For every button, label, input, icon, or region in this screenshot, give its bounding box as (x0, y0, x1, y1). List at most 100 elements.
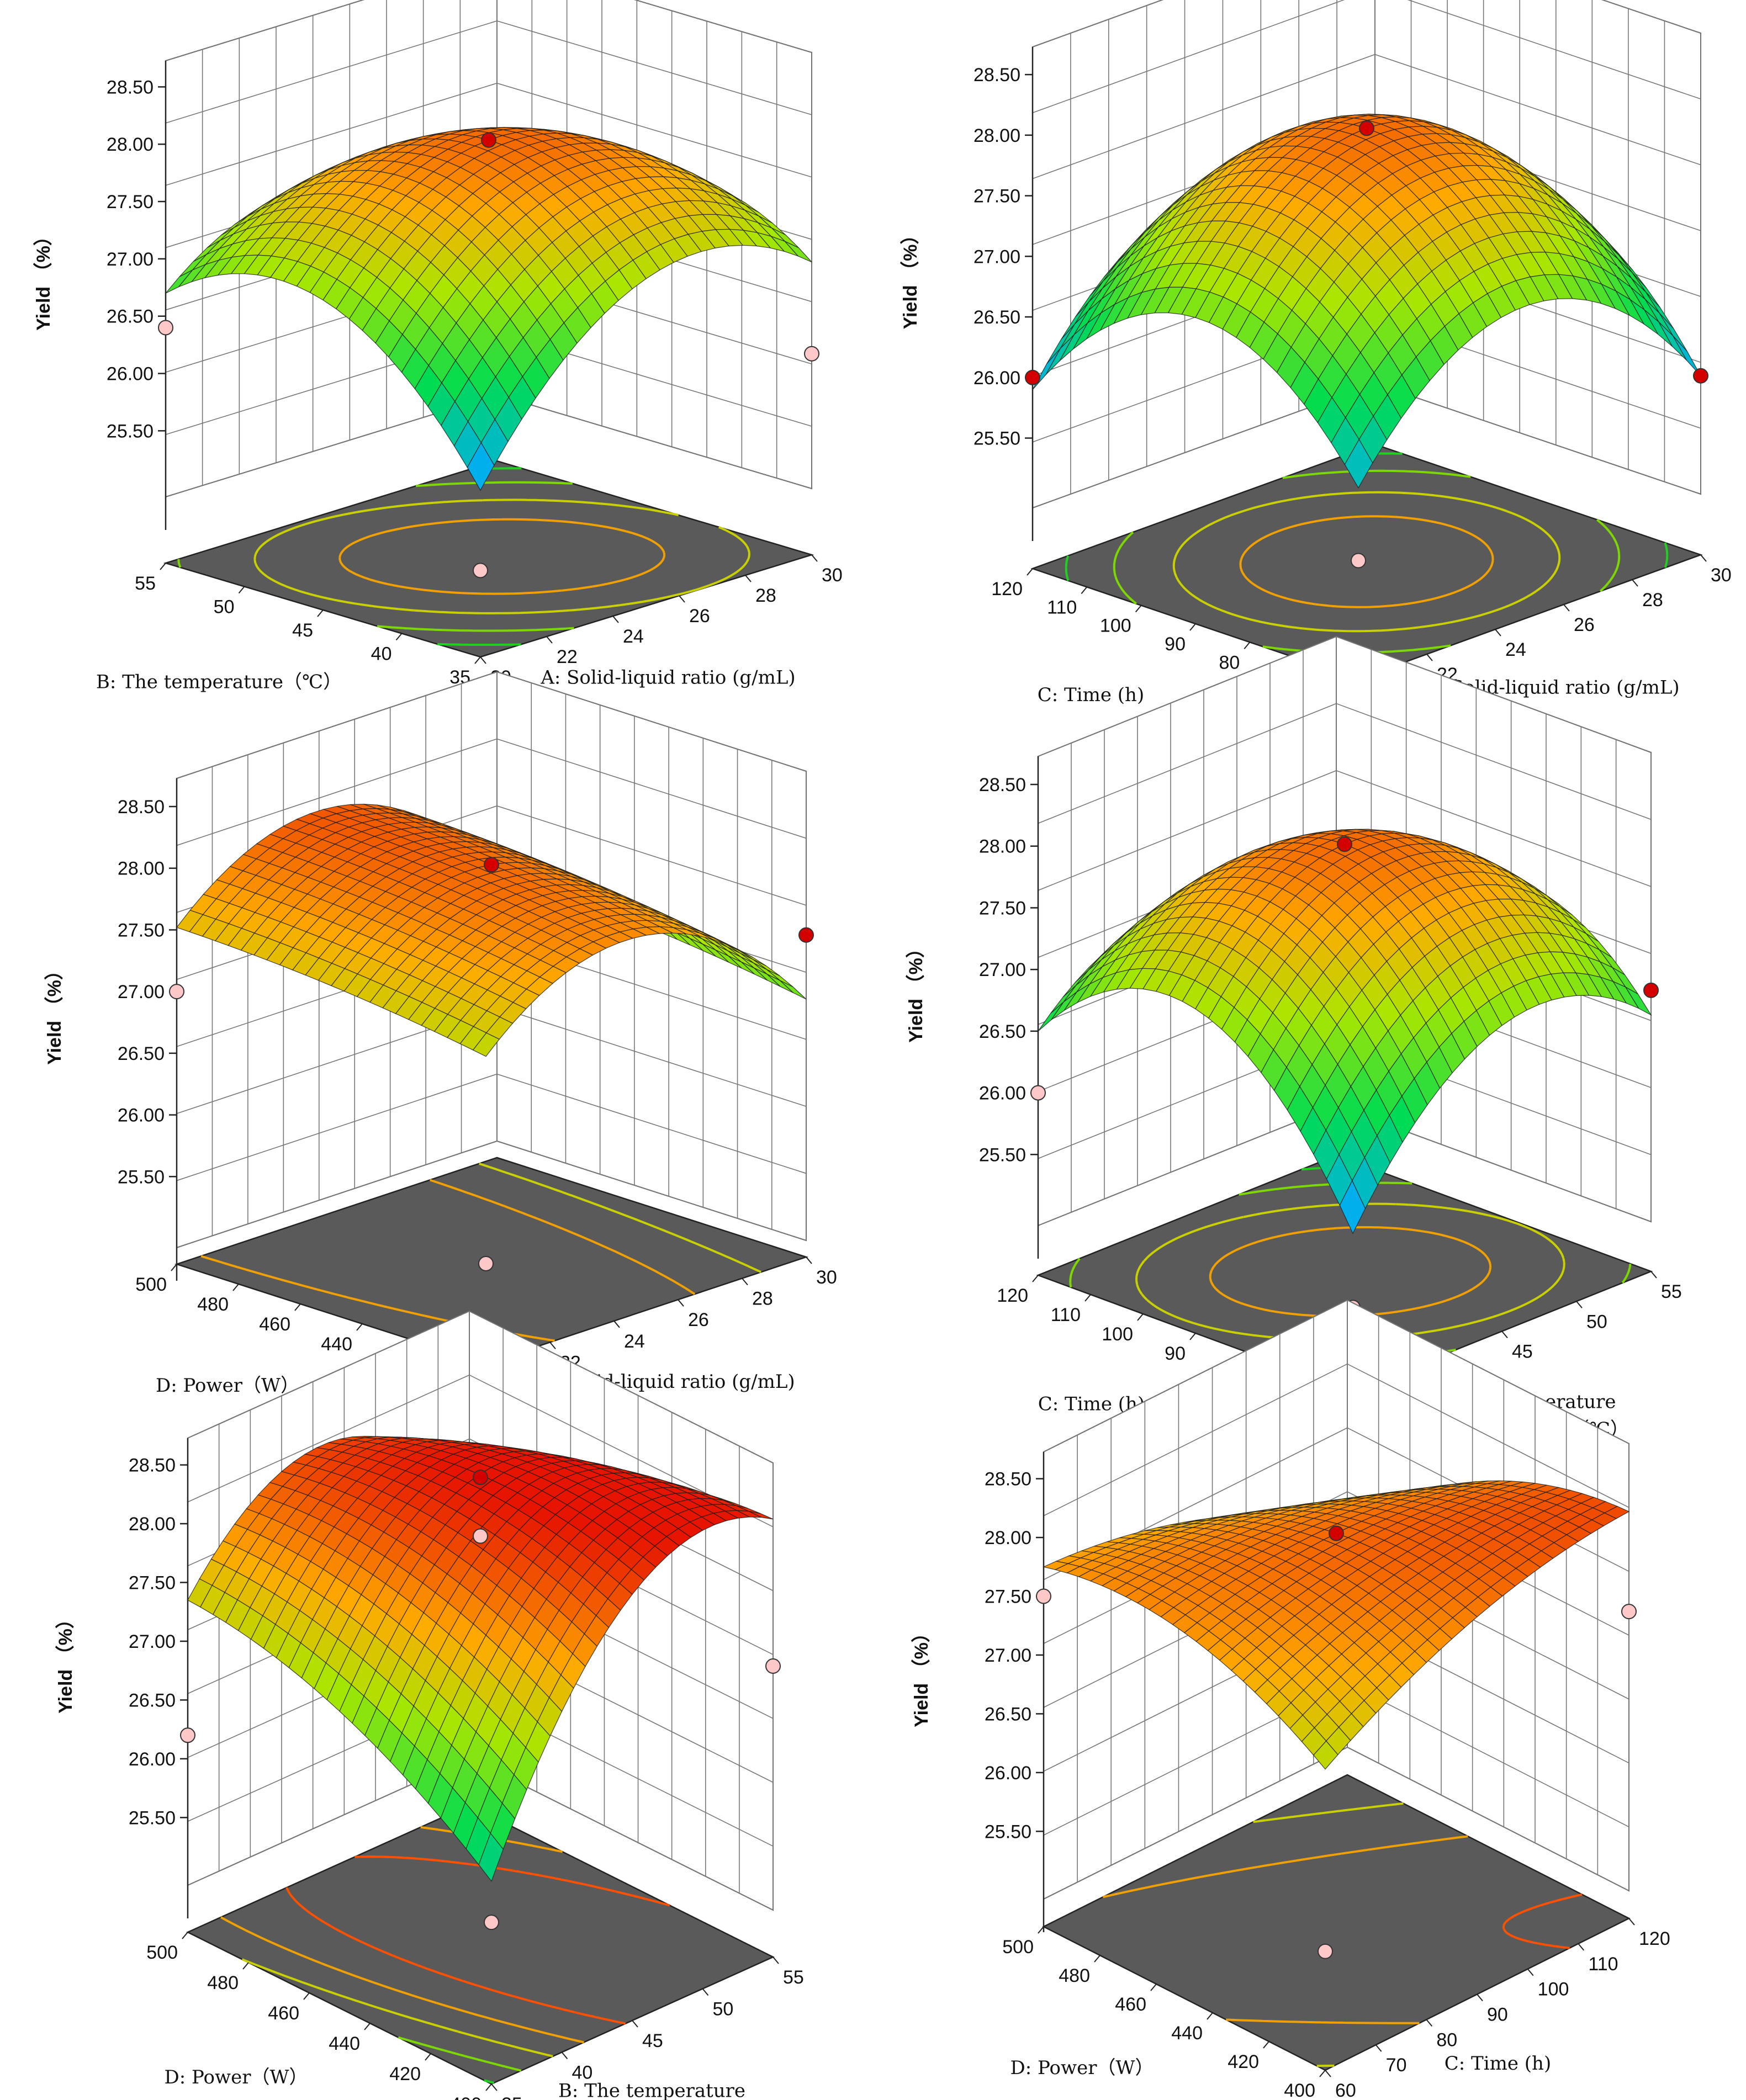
design-point (1318, 1943, 1333, 1959)
z-tick-mark (294, 1303, 301, 1311)
x-tick-mark (1700, 554, 1707, 562)
z-tick-mark (1244, 641, 1251, 649)
z-tick-mark (1263, 2041, 1269, 2049)
yield-tick-label: 28.50 (979, 775, 1026, 796)
z-tick-mark (395, 633, 403, 641)
x-tick-label: 60 (1335, 2080, 1356, 2100)
x-tick-mark (1650, 1271, 1657, 1279)
x-tick-mark (1527, 1969, 1534, 1976)
z-tick-label: 420 (389, 2064, 421, 2085)
z-tick-mark (171, 1264, 177, 1271)
yield-tick-label: 27.50 (118, 920, 165, 941)
yield-tick-label: 27.00 (118, 982, 165, 1003)
x-tick-mark (1632, 579, 1638, 587)
design-point (473, 1528, 488, 1544)
surface-patch (1339, 1180, 1366, 1234)
x-tick-mark (773, 1956, 779, 1964)
z-tick-mark (1027, 568, 1033, 576)
x-tick-mark (613, 1321, 620, 1328)
yield-tick-label: 26.00 (107, 364, 154, 385)
x-tick-mark (480, 656, 486, 664)
z-tick-label: 400 (450, 2094, 482, 2100)
x-tick-mark (1375, 2044, 1382, 2052)
z-axis-label: D: Power（W） (1010, 2057, 1154, 2079)
chart-panel-2: 25.50 26.00 26.50 27.00 27.50 28.00 28.50 Yield… (878, 0, 1746, 710)
x-tick-label: 28 (1642, 590, 1663, 611)
x-tick-label: 50 (713, 1999, 734, 2020)
z-tick-label: 460 (268, 2003, 299, 2024)
contour-line (398, 2036, 522, 2072)
contour-floor (163, 460, 814, 658)
z-tick-mark (1189, 623, 1196, 631)
z-tick-label: 100 (1102, 1324, 1133, 1345)
yield-axis-label: Yield （%） (900, 226, 921, 330)
contour-line (253, 499, 750, 614)
design-point (1030, 1085, 1046, 1101)
z-tick-mark (1084, 1294, 1091, 1302)
yield-tick-label: 26.50 (985, 1704, 1031, 1725)
design-point (1329, 1525, 1344, 1541)
yield-tick-label: 26.00 (973, 368, 1020, 389)
yield-tick-label: 27.00 (129, 1631, 176, 1652)
chart-svg-5: 25.50 26.00 26.50 27.00 27.50 28.00 28.50 Yield… (55, 1310, 804, 2100)
x-tick-label: 24 (1505, 639, 1526, 660)
design-point (1351, 553, 1366, 569)
yield-tick-label: 27.50 (107, 192, 154, 213)
contour-line (1172, 491, 1561, 633)
design-point (484, 857, 499, 873)
z-tick-mark (1319, 2070, 1326, 2077)
z-tick-label: 440 (329, 2033, 360, 2054)
yield-tick-label: 26.50 (979, 1021, 1026, 1042)
z-tick-mark (1150, 1984, 1157, 1991)
yield-tick-label: 25.50 (979, 1144, 1026, 1165)
response-surface (1043, 1480, 1630, 1770)
x-tick-label: 30 (816, 1267, 837, 1288)
x-tick-mark (1578, 1943, 1585, 1951)
yield-tick-label: 27.00 (985, 1645, 1031, 1666)
yield-tick-label: 27.00 (107, 249, 154, 270)
surface-patch (478, 1832, 504, 1882)
z-tick-mark (1038, 1926, 1044, 1934)
chart-svg-6: 25.50 26.00 26.50 27.00 27.50 28.00 28.50 Yield… (911, 1299, 1670, 2100)
contour-floor (1030, 443, 1703, 680)
yield-axis-label: Yield （%） (905, 939, 927, 1043)
yield-tick-label: 26.00 (129, 1749, 176, 1770)
z-axis-label: B: The temperature（℃） (96, 671, 342, 693)
design-point (478, 1255, 494, 1271)
z-axis-label: D: Power（W） (156, 1375, 299, 1397)
design-point (804, 346, 819, 362)
contour-line (1113, 469, 1621, 654)
x-tick-label: 55 (783, 1967, 804, 1988)
x-tick-label: 80 (1436, 2029, 1457, 2050)
design-point (1036, 1588, 1051, 1604)
z-tick-label: 80 (1219, 652, 1240, 673)
yield-tick-label: 28.00 (985, 1528, 1031, 1549)
surface-patch (1344, 438, 1373, 489)
x-tick-mark (549, 1341, 556, 1350)
chart-panel-6: 25.50 26.00 26.50 27.00 27.50 28.00 28.50 Yield… (878, 1299, 1746, 2100)
z-tick-label: 110 (1051, 1304, 1081, 1325)
yield-tick-label: 28.00 (129, 1514, 176, 1535)
z-tick-mark (1081, 586, 1088, 594)
yield-tick-label: 25.50 (129, 1807, 176, 1828)
z-tick-mark (356, 1323, 363, 1331)
z-tick-label: 50 (214, 597, 235, 618)
z-tick-mark (242, 1962, 249, 1970)
chart-svg-2: 25.50 26.00 26.50 27.00 27.50 28.00 28.50 Yield… (900, 0, 1732, 710)
yield-tick-label: 26.00 (118, 1105, 165, 1126)
design-point (484, 1915, 499, 1931)
z-tick-mark (1032, 1275, 1039, 1282)
yield-tick-label: 25.50 (118, 1166, 165, 1187)
yield-tick-label: 26.00 (979, 1083, 1026, 1104)
yield-tick-label: 26.50 (118, 1043, 165, 1064)
yield-tick-label: 26.50 (129, 1690, 176, 1711)
yield-tick-label: 27.00 (973, 246, 1020, 267)
z-tick-label: 55 (135, 573, 156, 594)
yield-tick-label: 27.50 (979, 898, 1026, 919)
z-tick-label: 90 (1165, 1343, 1186, 1364)
yield-axis-label: Yield （%） (33, 227, 54, 331)
z-tick-mark (1189, 1333, 1196, 1340)
x-tick-mark (561, 2051, 568, 2060)
design-point (765, 1658, 781, 1674)
x-tick-label: 22 (557, 646, 578, 667)
